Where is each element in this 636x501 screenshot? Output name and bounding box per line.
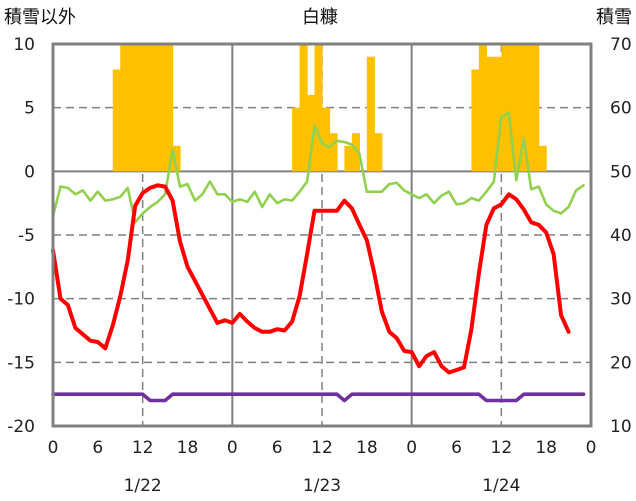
right-y-tick: 50 [610,162,632,182]
snow_depth-line [51,392,586,403]
snowfall-bar [486,56,495,172]
snowfall-bar [314,44,323,172]
x-tick: 0 [227,438,238,458]
left-y-tick: -20 [7,417,35,437]
snowfall-bar [112,69,121,172]
date-label: 1/24 [482,476,520,496]
x-tick: 18 [356,438,378,458]
x-tick: 12 [491,438,513,458]
snowfall-bar [322,107,331,172]
snowfall-bar [172,145,181,172]
wind-line [51,111,585,224]
right-y-tick: 70 [610,35,632,55]
snowfall-bar [351,133,360,172]
x-tick: 12 [311,438,333,458]
snowfall-bar [374,133,383,172]
right-y-tick: 10 [610,417,632,437]
snowfall-bar [478,44,487,172]
right-y-tick: 60 [610,99,632,119]
right-y-tick: 30 [610,290,632,310]
x-tick: 12 [132,438,154,458]
snowfall-bar [135,44,144,172]
snowfall-bar [307,94,316,172]
snowfall-bar [142,44,151,172]
snowfall-bar [292,107,301,172]
right-y-tick: 40 [610,226,632,246]
x-tick: 18 [535,438,557,458]
snowfall-bar [127,44,136,172]
x-tick: 18 [177,438,199,458]
date-label: 1/23 [303,476,341,496]
left-axis-label: 積雪以外 [4,7,76,28]
temperature-line [51,183,571,375]
snowfall-bar [366,56,375,172]
right-y-ticks: 70 60 50 40 30 20 10 [610,35,632,437]
snowfall-bar [508,44,517,172]
left-y-tick: 0 [24,162,35,182]
chart-title: 白糠 [302,6,338,28]
snowfall-bar [493,56,502,172]
snowfall-bar [523,44,532,172]
snowfall-bar [344,145,353,172]
date-label: 1/22 [124,476,162,496]
snowfall-bar [157,44,166,172]
series-lines [51,111,586,403]
snowfall-bar [299,44,308,172]
snowfall-bar [329,133,338,172]
x-tick: 6 [272,438,283,458]
left-y-tick: 5 [24,99,35,119]
plot-frame [51,42,593,428]
left-y-tick: 10 [13,35,35,55]
snowfall-bar [531,44,540,172]
left-y-tick: -15 [7,353,35,373]
snowfall-bar [538,145,547,172]
date-labels: 1/22 1/23 1/24 [124,476,521,496]
x-ticks: 0 6 12 18 0 6 12 18 0 6 12 18 0 [48,438,597,458]
x-tick: 0 [406,438,417,458]
right-axis-label: 積雪 [596,7,632,28]
snowfall-bar [150,44,159,172]
snowfall-bar [501,44,510,172]
snowfall-bar [165,44,174,172]
snowfall-bar [120,44,129,172]
left-y-ticks: 10 5 0 -5 -10 -15 -20 [7,35,35,437]
snowfall-bar [471,69,480,172]
snowfall-bars [112,44,547,172]
left-y-tick: -10 [7,290,35,310]
x-tick: 6 [451,438,462,458]
snowfall-bar [516,44,525,172]
x-tick: 0 [586,438,597,458]
right-y-tick: 20 [610,353,632,373]
left-y-tick: -5 [18,226,35,246]
x-tick: 0 [48,438,59,458]
x-tick: 6 [92,438,103,458]
